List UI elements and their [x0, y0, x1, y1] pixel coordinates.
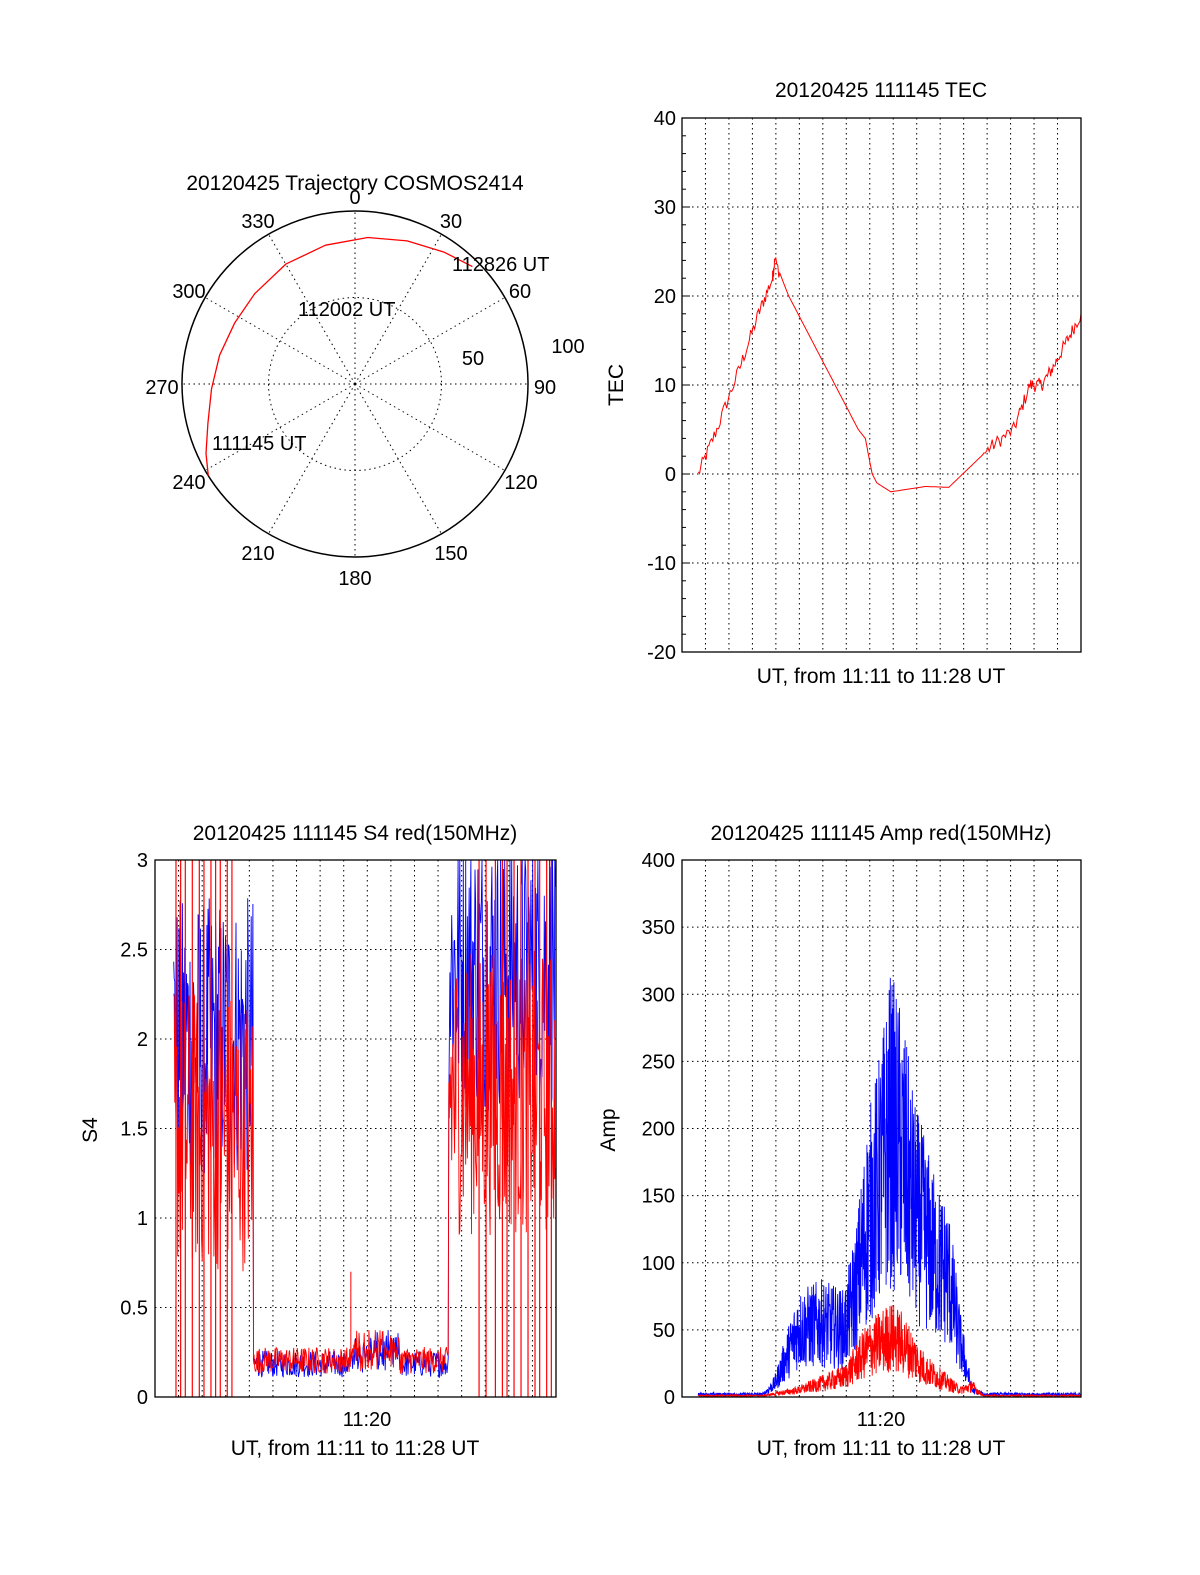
trajectory-line	[205, 236, 473, 476]
annotation-end-time: 112826 UT	[452, 254, 549, 276]
polar-spoke-150	[354, 383, 442, 535]
tec-ytick-label: -20	[647, 642, 676, 664]
tec-ytick-label: 10	[654, 375, 676, 397]
polar-angle-label-60: 60	[509, 281, 531, 303]
s4-ytick-label: 0	[137, 1387, 148, 1409]
tec-frame	[681, 117, 1082, 653]
annotation-start-time: 111145 UT	[212, 433, 307, 455]
tec-chart: 20120425 111145 TEC UT, from 11:11 to 11…	[605, 79, 1082, 688]
tec-series-line	[697, 256, 1082, 493]
s4-chart: 20120425 111145 S4 red(150MHz) UT, from …	[79, 822, 557, 1460]
s4-ytick-label: 1.5	[120, 1119, 148, 1141]
amp-ytick-label: 400	[642, 850, 675, 872]
polar-spoke-330	[268, 233, 356, 385]
trajectory-title: 20120425 Trajectory COSMOS2414	[186, 172, 524, 195]
polar-spoke-210	[268, 383, 356, 535]
tec-ytick-label: 20	[654, 286, 676, 308]
polar-angle-label-210: 210	[241, 543, 274, 565]
amp-xtick-label-1120: 11:20	[857, 1409, 906, 1431]
polar-spoke-30	[354, 233, 442, 385]
amp-ytick-label: 100	[642, 1253, 675, 1275]
tec-xlabel: UT, from 11:11 to 11:28 UT	[757, 665, 1006, 688]
tec-ytick-label: 0	[665, 464, 676, 486]
polar-angle-label-150: 150	[434, 543, 467, 565]
polar-angle-label-240: 240	[172, 472, 205, 494]
s4-ytick-label: 3	[137, 850, 148, 872]
polar-angle-label-270: 270	[145, 377, 178, 399]
s4-red-series	[173, 950, 556, 1374]
amp-ytick-label: 250	[642, 1051, 675, 1073]
trajectory-polar-chart: 20120425 Trajectory COSMOS2414 0 30 60 90 12…	[145, 172, 584, 590]
amp-xlabel: UT, from 11:11 to 11:28 UT	[757, 1437, 1006, 1460]
polar-spoke-240	[204, 383, 356, 471]
amp-red-series	[697, 1304, 1082, 1399]
polar-angle-label-90: 90	[534, 377, 556, 399]
amp-ytick-label: 200	[642, 1119, 675, 1141]
s4-ytick-label: 1	[137, 1208, 148, 1230]
polar-spoke-60	[354, 297, 506, 385]
amp-ytick-label: 350	[642, 917, 675, 939]
amp-chart: 20120425 111145 Amp red(150MHz) UT, from…	[597, 822, 1082, 1460]
tec-ylabel: TEC	[605, 364, 628, 406]
amp-ytick-label: 0	[664, 1387, 675, 1409]
tec-ytick-label: -10	[647, 553, 676, 575]
s4-ytick-label: 2.5	[120, 940, 148, 962]
amp-frame	[681, 859, 1082, 1398]
polar-outer-circle	[181, 210, 529, 558]
s4-ytick-label: 2	[137, 1029, 148, 1051]
polar-angle-label-330: 330	[241, 211, 274, 233]
tec-ytick-label: 30	[654, 197, 676, 219]
tec-ytick-label: 40	[654, 108, 676, 130]
amp-ylabel: Amp	[597, 1108, 620, 1151]
polar-angle-label-180: 180	[338, 568, 371, 590]
polar-radius-label-100: 100	[551, 336, 584, 358]
tec-title: 20120425 111145 TEC	[775, 79, 987, 102]
polar-angle-label-120: 120	[504, 472, 537, 494]
s4-ylabel: S4	[79, 1117, 102, 1143]
amp-title: 20120425 111145 Amp red(150MHz)	[711, 822, 1052, 845]
amp-ytick-label: 50	[653, 1320, 675, 1342]
s4-xlabel: UT, from 11:11 to 11:28 UT	[231, 1437, 480, 1460]
s4-ytick-label: 0.5	[120, 1298, 148, 1320]
polar-spoke-300	[204, 297, 356, 385]
amp-blue-series	[697, 977, 1081, 1398]
amp-ytick-label: 150	[642, 1186, 675, 1208]
polar-angle-label-300: 300	[172, 281, 205, 303]
polar-radius-label-50: 50	[462, 348, 484, 370]
polar-angle-label-0: 0	[349, 187, 360, 209]
polar-angle-label-30: 30	[440, 211, 462, 233]
s4-xtick-label-1120: 11:20	[343, 1409, 392, 1431]
s4-title: 20120425 111145 S4 red(150MHz)	[193, 822, 518, 845]
amp-ytick-label: 300	[642, 984, 675, 1006]
annotation-mid-time: 112002 UT	[298, 299, 395, 321]
polar-spoke-120	[354, 383, 506, 471]
s4-frame	[154, 859, 557, 1398]
